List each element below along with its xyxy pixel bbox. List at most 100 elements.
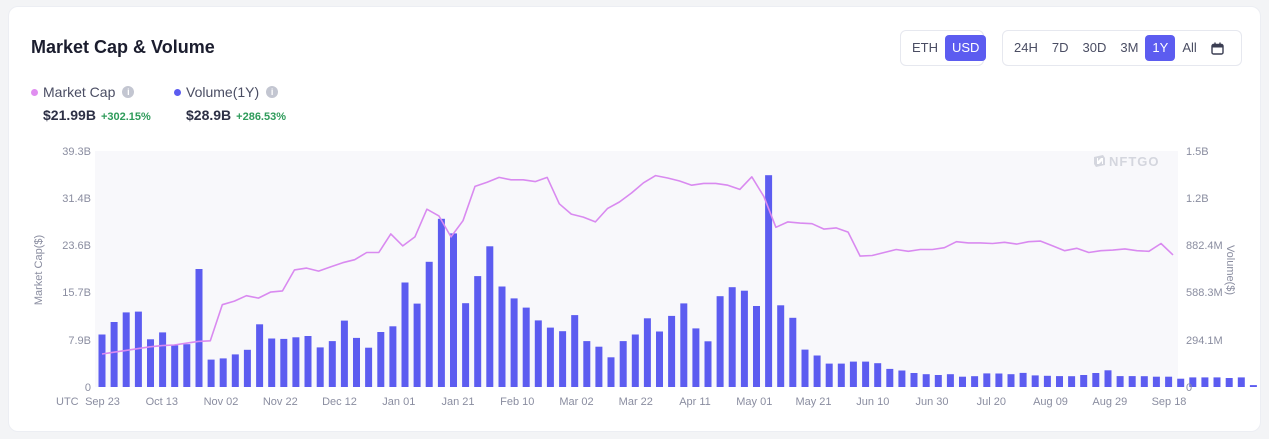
volume-bar: [280, 338, 288, 387]
volume-bar: [243, 349, 251, 387]
volume-bar: [1104, 370, 1112, 387]
market-cap-change: +302.15%: [100, 111, 151, 123]
volume-bar: [195, 269, 203, 387]
x-tick-label: Jan 01: [382, 396, 415, 408]
volume-bar: [825, 363, 833, 387]
y-right-tick-label: 294.1M: [1186, 335, 1223, 347]
volume-bar: [753, 306, 760, 387]
volume-bar: [595, 346, 603, 387]
volume-bar: [619, 341, 627, 387]
x-tick-label: Nov 22: [263, 396, 298, 408]
range-24h-button[interactable]: 24H: [1014, 40, 1038, 55]
legend-volume: Volume(1Y) i $28.9B +286.53%: [174, 84, 286, 123]
volume-value: $28.9B: [186, 107, 232, 123]
volume-bar: [680, 303, 688, 387]
x-tick-label: Mar 22: [619, 396, 653, 408]
x-tick-label: Feb 10: [500, 396, 534, 408]
volume-bar: [1080, 375, 1088, 387]
volume-bar: [316, 347, 324, 387]
volume-bar: [231, 354, 239, 387]
range-all-button[interactable]: All: [1182, 40, 1197, 55]
market-cap-line: [101, 174, 1174, 355]
volume-bar: [353, 337, 360, 387]
volume-bar: [1056, 376, 1063, 387]
y-left-tick-label: 23.6B: [62, 240, 91, 252]
volume-bar: [498, 286, 506, 387]
y-right-tick-label: 1.2B: [1186, 193, 1209, 205]
range-30d-button[interactable]: 30D: [1082, 40, 1107, 55]
volume-bar: [1031, 375, 1039, 387]
info-icon[interactable]: i: [122, 86, 135, 98]
volume-bar: [946, 374, 954, 387]
info-icon[interactable]: i: [266, 86, 279, 98]
x-tick-label: Sep 18: [1152, 396, 1187, 408]
volume-bar: [1249, 385, 1257, 387]
volume-bar: [207, 359, 215, 387]
currency-usd-button[interactable]: USD: [945, 35, 987, 61]
volume-bar: [1225, 378, 1233, 387]
volume-bar: [716, 296, 724, 387]
currency-eth-button[interactable]: ETH: [912, 40, 938, 55]
volume-bar: [110, 322, 118, 387]
x-tick-label: May 21: [795, 396, 831, 408]
y-left-tick-label: 15.7B: [62, 287, 91, 299]
volume-bar: [546, 327, 554, 387]
chart-title: Market Cap & Volume: [31, 37, 215, 57]
volume-bar: [934, 375, 942, 387]
y-left-tick-label: 7.9B: [68, 335, 91, 347]
volume-bar: [886, 368, 894, 387]
volume-bar: [910, 373, 918, 387]
volume-bar: [328, 341, 336, 387]
volume-bar: [1068, 376, 1076, 387]
volume-bar: [1007, 374, 1015, 387]
volume-bar: [437, 218, 445, 387]
volume-label: Volume(1Y): [186, 84, 260, 100]
legend-market-cap: Market Cap i $21.99B +302.15%: [31, 84, 151, 123]
range-7d-button[interactable]: 7D: [1051, 40, 1069, 55]
y-left-tick-label: 31.4B: [62, 193, 91, 205]
volume-bar: [450, 233, 457, 387]
volume-bar: [159, 332, 167, 387]
x-tick-label: Sep 23: [85, 396, 120, 408]
volume-bar: [510, 298, 518, 387]
volume-bar: [849, 361, 857, 387]
y-right-tick-label: 882.4M: [1186, 240, 1223, 252]
volume-bar: [1237, 377, 1245, 387]
volume-bar: [413, 303, 421, 387]
x-tick-label: Aug 09: [1033, 396, 1068, 408]
x-tick-label: Jun 30: [915, 396, 948, 408]
x-tick-label: Jul 20: [977, 396, 1006, 408]
volume-bar: [922, 374, 930, 387]
range-1y-button[interactable]: 1Y: [1145, 35, 1176, 61]
volume-bar: [365, 347, 373, 387]
volume-bar: [486, 246, 494, 387]
volume-bar: [740, 290, 748, 387]
volume-bar: [874, 363, 882, 387]
range-3m-button[interactable]: 3M: [1120, 40, 1139, 55]
volume-bar: [171, 345, 179, 387]
x-tick-label: Dec 12: [322, 396, 357, 408]
volume-bar: [607, 357, 615, 387]
volume-bar: [147, 339, 154, 387]
volume-bar: [959, 376, 966, 387]
currency-toggle: ETH USD: [900, 30, 987, 66]
calendar-icon[interactable]: [1204, 35, 1231, 61]
x-tick-label: May 01: [736, 396, 772, 408]
volume-bar: [219, 358, 227, 387]
x-axis-title: UTC: [56, 396, 79, 408]
volume-bar: [692, 328, 700, 387]
volume-bar: [898, 370, 906, 387]
range-toggle: 24H 7D 30D 3M 1Y All: [1002, 30, 1242, 66]
volume-bar: [704, 341, 712, 387]
volume-bar: [1092, 373, 1100, 387]
svg-text:NFTGO: NFTGO: [1109, 154, 1160, 169]
volume-bar: [559, 331, 567, 387]
volume-bar: [728, 287, 736, 387]
market-cap-value: $21.99B: [43, 107, 96, 123]
volume-bar: [801, 349, 809, 387]
market-cap-label: Market Cap: [43, 84, 116, 100]
y-left-axis-title: Market Cap($): [33, 235, 45, 305]
volume-bar: [1043, 375, 1051, 387]
volume-bar: [631, 334, 639, 387]
